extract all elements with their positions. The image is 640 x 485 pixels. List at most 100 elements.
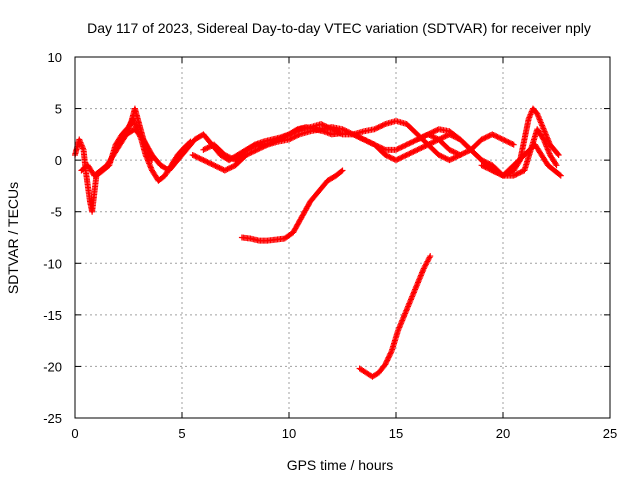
series-sat-j [356, 253, 434, 380]
data-point [219, 166, 226, 173]
data-point [401, 142, 408, 149]
data-point [455, 152, 462, 159]
data-point [479, 135, 486, 142]
data-point [336, 130, 343, 137]
data-point [426, 130, 433, 137]
data-point [205, 159, 212, 166]
data-point [324, 124, 331, 131]
data-point [201, 157, 208, 164]
data-point [478, 162, 485, 169]
data-point [388, 155, 395, 162]
data-point [442, 155, 449, 162]
x-tick-label: 20 [496, 426, 510, 441]
data-point [252, 142, 259, 149]
data-point [213, 163, 220, 170]
data-point [269, 139, 276, 146]
data-point [489, 167, 496, 174]
data-point [388, 349, 395, 356]
y-tick-label: -15 [43, 308, 62, 323]
data-point [419, 144, 426, 151]
data-point [483, 133, 490, 140]
data-point [485, 165, 492, 172]
data-point [359, 135, 366, 142]
data-point [211, 162, 218, 169]
data-point [330, 126, 337, 133]
data-point [509, 141, 516, 148]
data-point [447, 147, 454, 154]
data-point [498, 171, 505, 178]
data-point [290, 134, 297, 141]
data-point [395, 155, 402, 162]
data-point [244, 151, 251, 158]
data-point [281, 133, 288, 140]
data-point [189, 151, 196, 158]
data-point [354, 133, 361, 140]
data-point [379, 122, 386, 129]
data-point [251, 148, 258, 155]
data-point [514, 170, 521, 177]
data-point [228, 155, 235, 162]
data-point [414, 136, 421, 143]
data-point [280, 133, 287, 140]
data-point [192, 153, 199, 160]
data-point [384, 356, 391, 363]
data-point [221, 151, 228, 158]
data-point [451, 149, 458, 156]
data-point [366, 139, 373, 146]
data-point [438, 135, 445, 142]
data-point [504, 138, 511, 145]
data-point [453, 153, 460, 160]
data-layer [72, 105, 564, 380]
y-axis-label: SDTVAR / TECUs [5, 182, 21, 294]
x-tick-label: 25 [603, 426, 617, 441]
data-point [450, 155, 457, 162]
data-point [425, 141, 432, 148]
data-point [454, 153, 461, 160]
data-point [439, 134, 446, 141]
data-point [397, 155, 404, 162]
data-point [326, 124, 333, 131]
data-point [423, 142, 430, 149]
data-point [318, 121, 325, 128]
data-point [284, 132, 291, 139]
data-point [406, 150, 413, 157]
data-point [435, 151, 442, 158]
data-point [489, 131, 496, 138]
data-point [557, 172, 564, 179]
data-point [385, 354, 392, 361]
data-point [495, 170, 502, 177]
data-point [251, 142, 258, 149]
data-point [264, 141, 271, 148]
data-point [288, 135, 295, 142]
data-point [322, 122, 329, 129]
data-point [215, 164, 222, 171]
data-point [362, 137, 369, 144]
data-point [405, 151, 412, 158]
data-point [437, 152, 444, 159]
data-point [483, 164, 490, 171]
data-point [413, 137, 420, 144]
y-tick-label: 0 [55, 153, 62, 168]
data-point [415, 146, 422, 153]
data-point [376, 123, 383, 130]
data-point [228, 164, 235, 171]
data-point [494, 133, 501, 140]
data-point [224, 166, 231, 173]
data-point [403, 141, 410, 148]
data-point [418, 134, 425, 141]
data-point [390, 155, 397, 162]
data-point [290, 129, 297, 136]
data-point [517, 169, 524, 176]
series-sat-g [414, 105, 562, 179]
data-point [411, 148, 418, 155]
data-point [435, 136, 442, 143]
data-point [207, 160, 214, 167]
data-point [485, 133, 492, 140]
data-point [292, 133, 299, 140]
data-point [446, 146, 453, 153]
data-point [332, 128, 339, 135]
data-point [271, 138, 278, 145]
data-point [510, 141, 517, 148]
